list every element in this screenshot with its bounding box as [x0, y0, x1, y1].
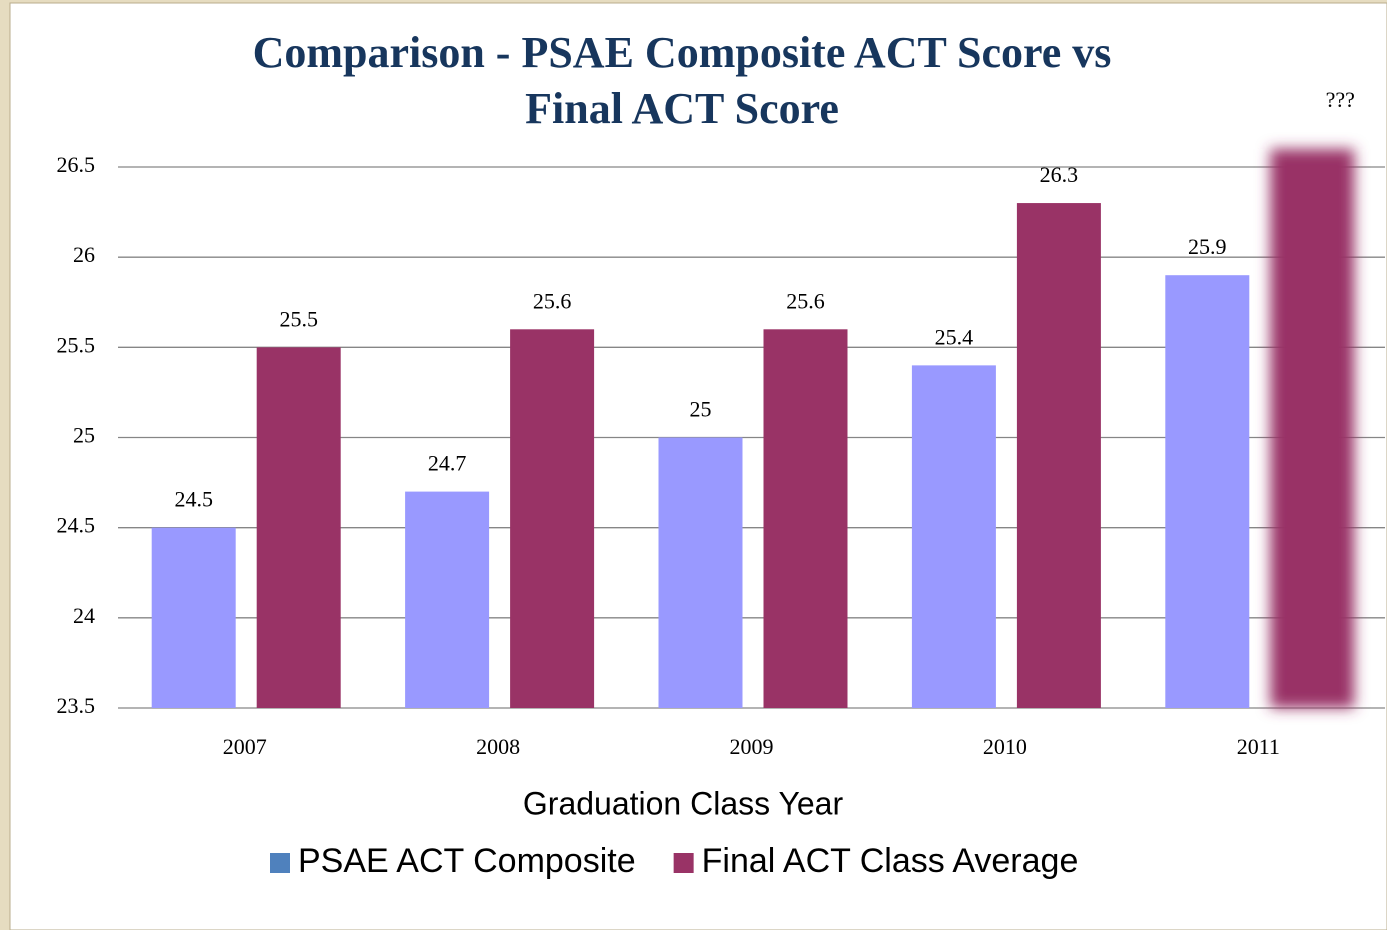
bar	[510, 329, 595, 708]
bar	[1016, 203, 1101, 709]
legend-label: Final ACT Class Average	[702, 842, 1079, 880]
x-tick-label: 2011	[1237, 734, 1280, 759]
y-tick-label: 24	[73, 603, 95, 628]
bar	[256, 347, 341, 708]
bar	[911, 365, 996, 708]
legend-label: PSAE ACT Composite	[298, 842, 636, 880]
bar	[405, 491, 490, 708]
data-label: 26.3	[1040, 162, 1079, 187]
data-label: 25.6	[533, 288, 572, 313]
data-label: 25.9	[1188, 234, 1227, 259]
data-label: 25.4	[935, 324, 974, 349]
x-tick-label: 2007	[223, 734, 267, 759]
y-tick-label: 25.5	[57, 332, 96, 357]
y-tick-label: 26	[73, 242, 95, 267]
x-axis-label: Graduation Class Year	[523, 785, 844, 821]
x-tick-label: 2008	[476, 734, 520, 759]
data-label: 24.5	[174, 487, 213, 512]
y-tick-label: 23.5	[57, 693, 96, 718]
data-label: 25.6	[786, 288, 825, 313]
data-label: 25	[690, 397, 712, 422]
x-tick-label: 2010	[983, 734, 1027, 759]
legend-swatch	[673, 853, 694, 873]
data-label: 24.7	[428, 451, 467, 476]
legend-swatch	[270, 853, 290, 873]
bar	[763, 329, 848, 708]
y-tick-label: 25	[73, 423, 95, 448]
data-label: 25.5	[279, 306, 318, 331]
bar	[151, 527, 236, 708]
bar	[1165, 275, 1250, 708]
y-tick-label: 24.5	[57, 513, 96, 538]
bar	[658, 437, 743, 708]
chart-title: Final ACT Score	[525, 84, 839, 133]
bar	[1270, 148, 1355, 708]
chart-title: Comparison - PSAE Composite ACT Score vs	[253, 28, 1112, 77]
x-tick-label: 2009	[730, 734, 774, 759]
data-label: ???	[1326, 87, 1355, 112]
y-tick-label: 26.5	[57, 152, 96, 177]
